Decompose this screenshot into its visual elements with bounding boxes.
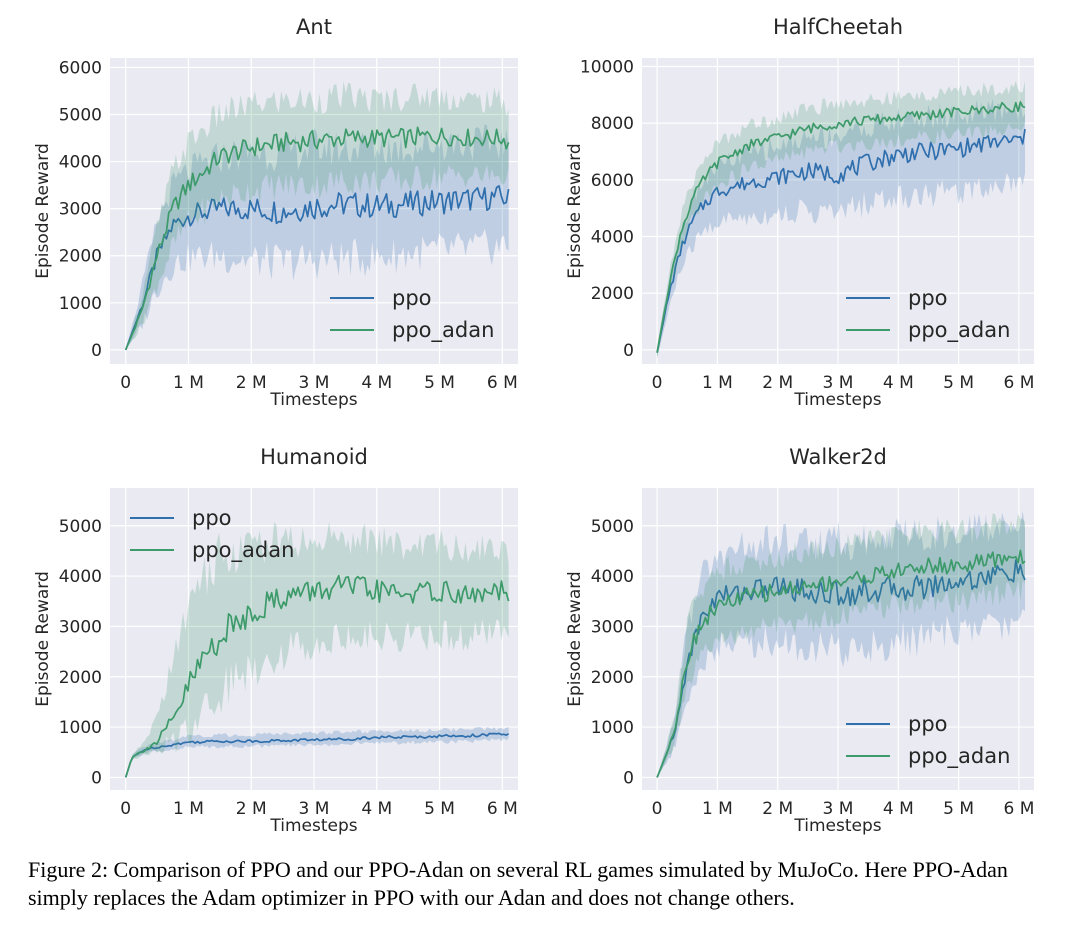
x-axis-label: Timesteps [793,390,881,410]
legend: ppo ppo_adan [330,286,494,343]
x-tick-label: 4 M [883,799,914,819]
x-tick-label: 1 M [702,799,733,819]
legend-label-ppo_adan: ppo_adan [908,744,1010,769]
x-tick-label: 3 M [299,373,330,393]
x-tick-label: 5 M [424,799,455,819]
line-ppo [124,185,510,351]
x-tick-label: 2 M [236,799,267,819]
y-tick-label: 2000 [591,284,634,304]
x-tick-label: 5 M [943,373,974,393]
band-ppo_adan [125,521,509,778]
y-tick-label: 5000 [59,105,102,125]
x-tick-label: 4 M [361,373,392,393]
y-tick-label: 0 [623,768,634,788]
chart-title: HalfCheetah [773,15,903,39]
y-tick-label: 0 [91,341,102,361]
y-axis-label: Episode Reward [565,143,585,278]
x-axis-label: Timesteps [269,816,357,836]
y-tick-label: 5000 [59,517,102,537]
x-tick-label: 5 M [943,799,974,819]
y-tick-label: 0 [91,768,102,788]
x-tick-label: 1 M [173,799,204,819]
x-tick-label: 5 M [424,373,455,393]
line-ppo_adan [124,574,510,778]
legend-label-ppo: ppo [908,712,948,736]
y-axis-label: Episode Reward [33,143,53,278]
y-tick-label: 8000 [591,114,634,134]
band-ppo [125,124,509,350]
figure-caption: Figure 2: Comparison of PPO and our PPO-… [28,857,1008,910]
y-tick-label: 4000 [59,153,102,173]
chart-halfcheetah: 0 1 M 2 M 3 M 4 M 5 M 6 M 0 2000 4000 6000 8000 1000… [565,15,1034,410]
x-tick-label: 6 M [1003,373,1034,393]
x-tick-label: 4 M [883,373,914,393]
x-tick-label: 0 [652,373,663,393]
x-tick-label: 3 M [823,373,854,393]
x-tick-label: 2 M [236,373,267,393]
y-tick-label: 10000 [580,58,634,78]
chart-title: Ant [296,15,332,39]
line-ppo_adan [124,126,510,351]
x-tick-label: 6 M [487,373,518,393]
y-tick-label: 6000 [59,58,102,78]
chart-humanoid: 0 1 M 2 M 3 M 4 M 5 M 6 M 0 1000 2000 3000 4000 5000… [33,445,518,836]
legend-label-ppo_adan: ppo_adan [908,318,1010,343]
chart-ant: 0 1 M 2 M 3 M 4 M 5 M 6 M 0 1000 2000 3000 4000 5000… [33,15,518,410]
y-tick-label: 4000 [591,228,634,248]
band-ppo [657,510,1025,778]
legend-label-ppo: ppo [908,286,948,310]
y-tick-label: 1000 [591,718,634,738]
x-tick-label: 0 [652,799,663,819]
band-ppo [125,727,509,778]
x-tick-label: 0 [120,373,131,393]
figure-grid: 0 1 M 2 M 3 M 4 M 5 M 6 M 0 1000 2000 3000 4000 5000… [33,15,1034,836]
y-tick-label: 3000 [591,617,634,637]
x-axis-label: Timesteps [269,390,357,410]
y-tick-label: 4000 [591,567,634,587]
y-tick-label: 3000 [59,200,102,220]
legend-label-ppo_adan: ppo_adan [192,538,294,563]
legend-label-ppo: ppo [192,506,232,530]
legend: ppo ppo_adan [846,286,1010,343]
line-ppo_adan [656,549,1026,778]
band-ppo [657,98,1025,359]
x-axis-label: Timesteps [793,816,881,836]
line-ppo [656,559,1026,778]
y-tick-label: 5000 [591,517,634,537]
chart-title: Humanoid [260,445,368,469]
legend: ppo ppo_adan [846,712,1010,769]
y-tick-label: 0 [623,341,634,361]
band-ppo_adan [125,81,509,350]
x-tick-label: 6 M [487,799,518,819]
y-tick-label: 2000 [59,247,102,267]
y-tick-label: 4000 [59,567,102,587]
line-ppo_adan [656,101,1026,353]
y-tick-label: 2000 [591,668,634,688]
y-tick-label: 1000 [59,718,102,738]
x-tick-label: 3 M [299,799,330,819]
y-tick-label: 3000 [59,617,102,637]
line-ppo [656,128,1026,353]
band-ppo_adan [657,513,1025,778]
y-tick-label: 2000 [59,668,102,688]
legend-label-ppo_adan: ppo_adan [392,318,494,343]
chart-walker2d: 0 1 M 2 M 3 M 4 M 5 M 6 M 0 1000 2000 3000 4000 5000… [565,445,1034,836]
chart-title: Walker2d [789,445,887,469]
x-tick-label: 2 M [762,799,793,819]
legend-label-ppo: ppo [392,286,432,310]
y-tick-label: 1000 [59,294,102,314]
x-tick-label: 3 M [823,799,854,819]
y-axis-label: Episode Reward [565,571,585,706]
x-tick-label: 4 M [361,799,392,819]
x-tick-label: 6 M [1003,799,1034,819]
line-ppo [124,732,510,778]
x-tick-label: 1 M [702,373,733,393]
x-tick-label: 1 M [173,373,204,393]
x-tick-label: 0 [120,799,131,819]
y-axis-label: Episode Reward [33,571,53,706]
legend: ppo ppo_adan [130,506,294,563]
x-tick-label: 2 M [762,373,793,393]
y-tick-label: 6000 [591,171,634,191]
